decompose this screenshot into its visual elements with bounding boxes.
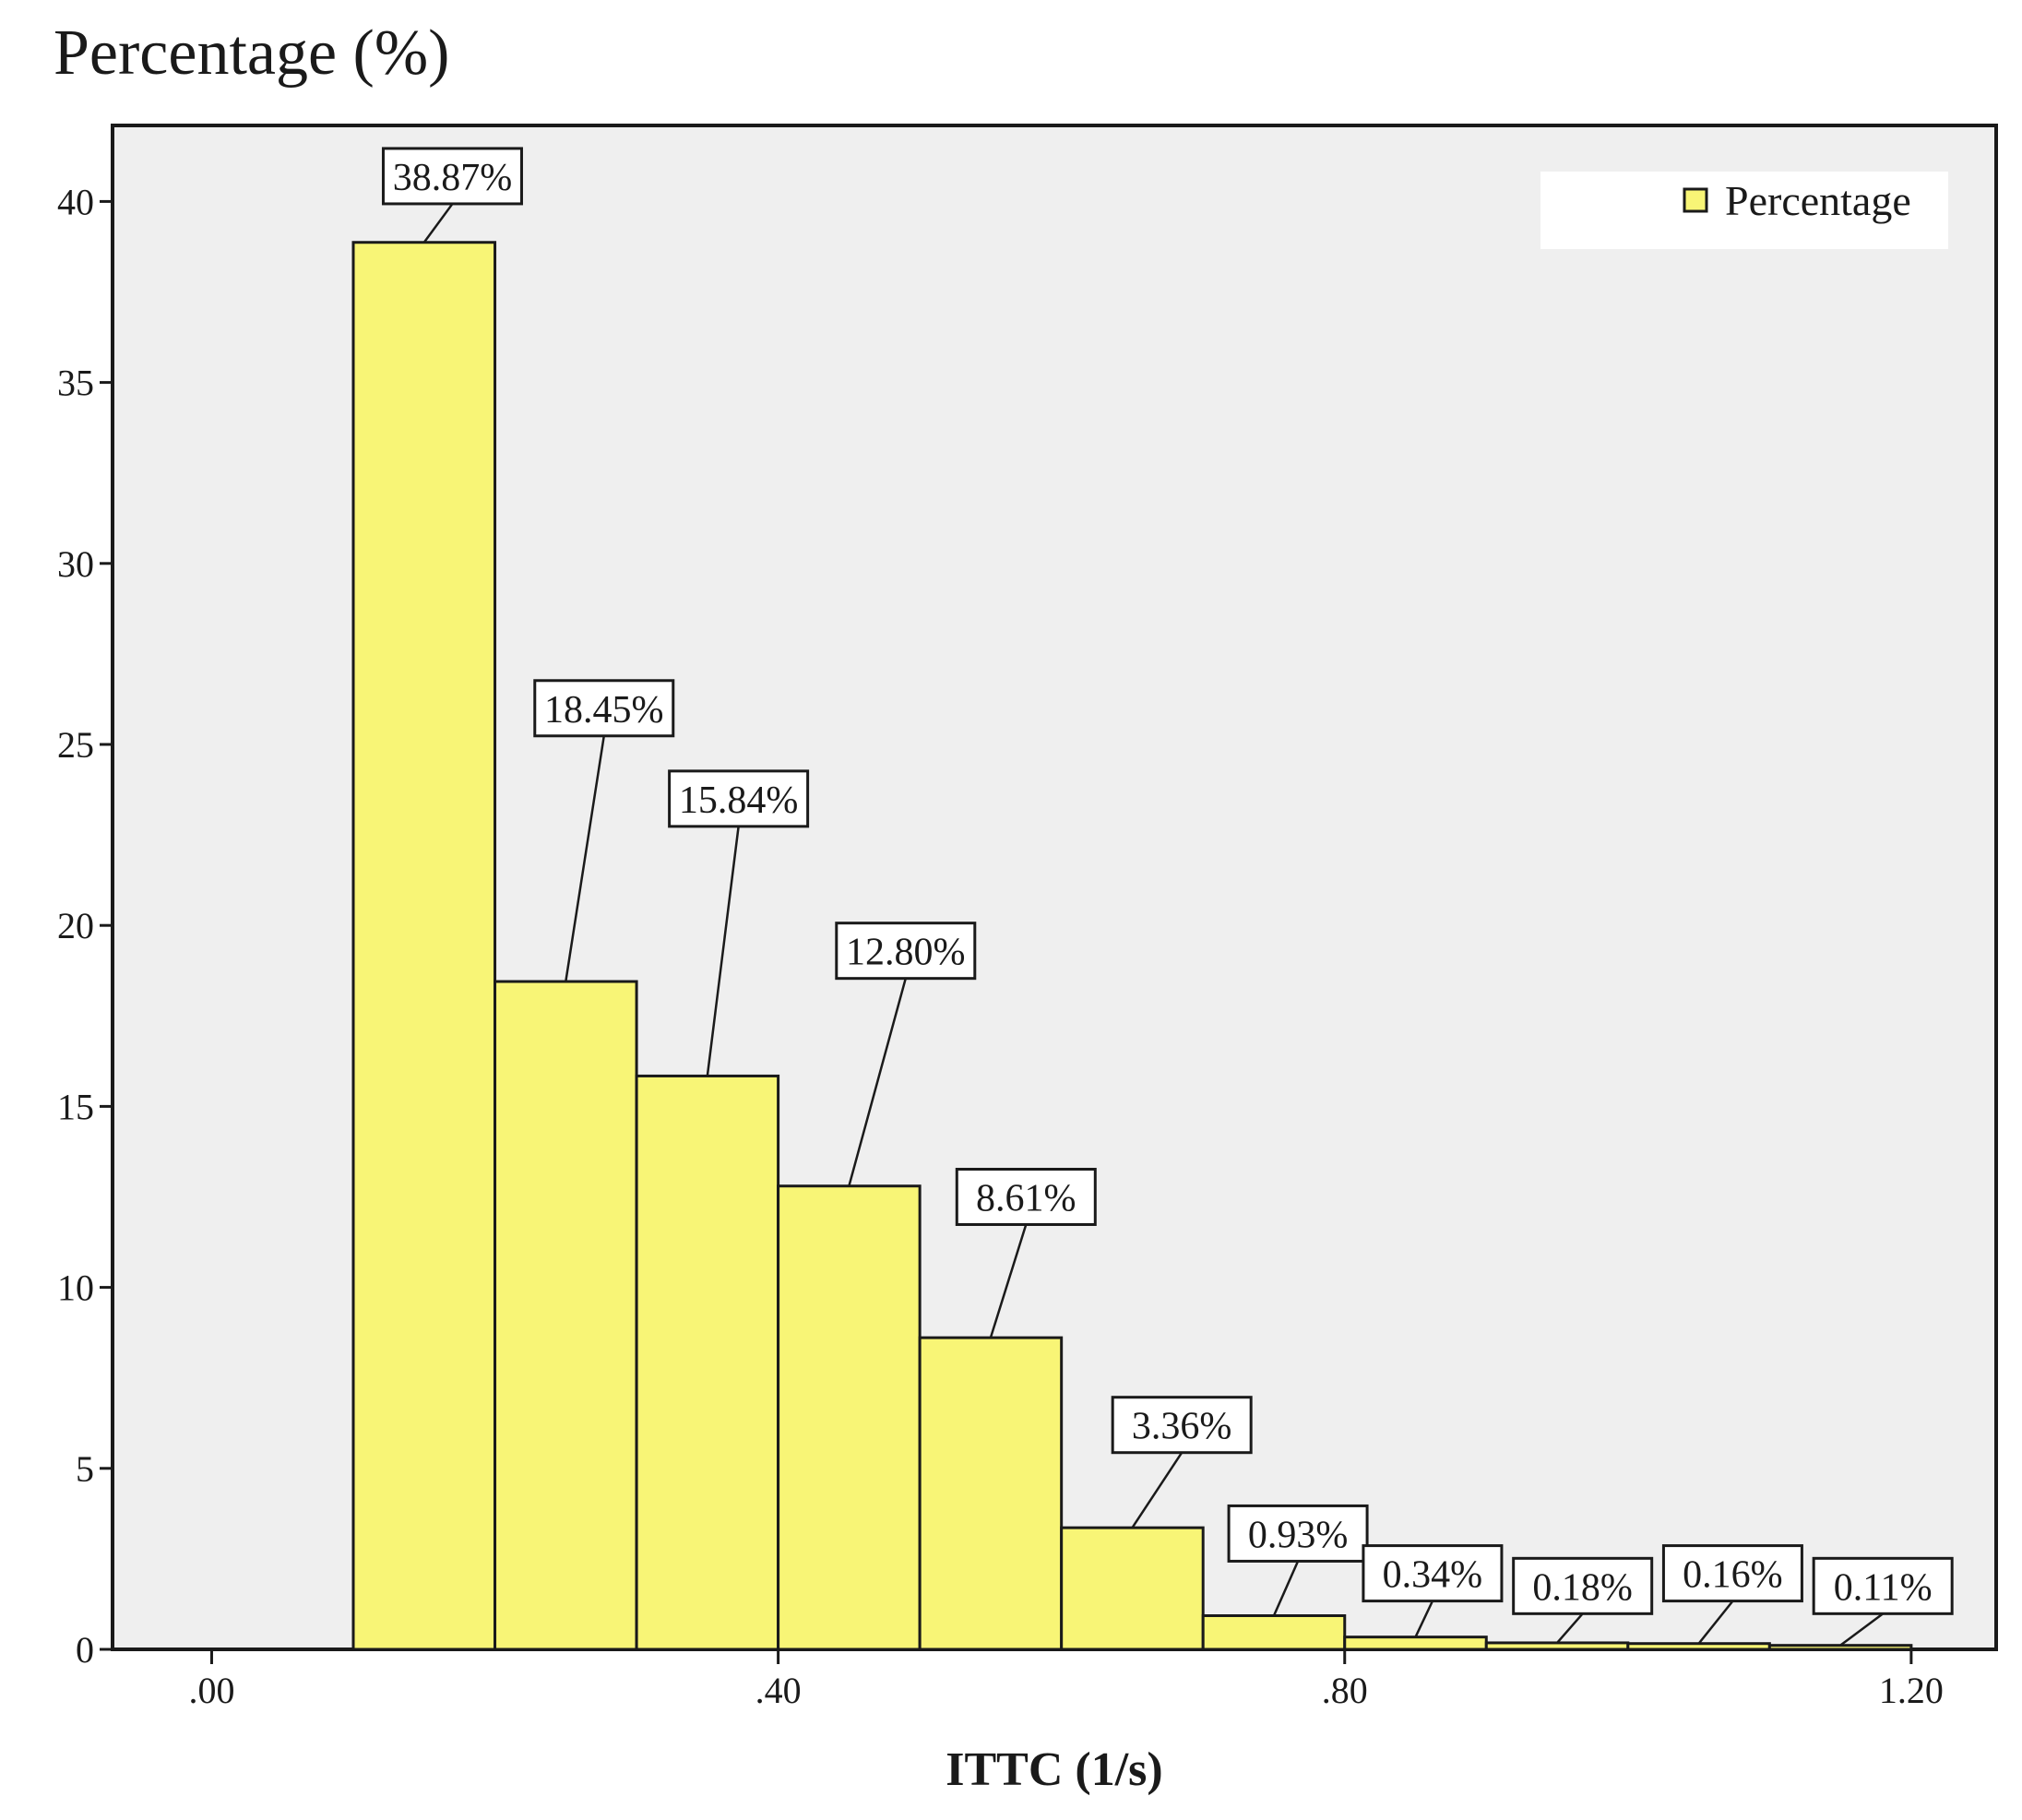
histogram-bar (635, 1074, 780, 1651)
data-label: 0.11% (1834, 1566, 1933, 1609)
data-label-leader (1131, 1452, 1183, 1529)
y-tick-label: 20 (57, 905, 94, 946)
data-label-box (668, 769, 810, 828)
y-tick-label: 35 (57, 363, 94, 404)
data-labels: 38.87% 18.45% 15.84% 12.80% 8.61% 3.36% 0.93% 0… (381, 147, 1954, 1647)
histogram-bar (1626, 1642, 1771, 1651)
legend-label: Percentage (1725, 177, 1911, 224)
histogram-bar (1343, 1636, 1488, 1651)
bars (351, 241, 1913, 1651)
data-label: 15.84% (679, 779, 799, 822)
data-label: 0.34% (1383, 1554, 1483, 1597)
chart-title: Percentage (%) (54, 18, 449, 89)
histogram-bar (1484, 1641, 1630, 1651)
data-label-leader (1697, 1600, 1734, 1645)
data-label-leader (422, 203, 454, 244)
histogram-bar (1060, 1526, 1205, 1651)
legend-box (1540, 172, 1948, 249)
histogram-bar (494, 980, 638, 1651)
histogram-bar (918, 1336, 1064, 1651)
data-label: 0.18% (1532, 1566, 1633, 1609)
y-tick-label: 30 (57, 543, 94, 585)
x-tick-label: .80 (1322, 1670, 1368, 1711)
data-label-box (533, 679, 675, 738)
data-label-box (1512, 1556, 1654, 1615)
data-label-box (1227, 1504, 1369, 1563)
histogram-bar (777, 1184, 922, 1651)
data-label-box (955, 1168, 1097, 1227)
data-label-box (1362, 1544, 1504, 1603)
legend: Percentage (1540, 172, 1948, 249)
y-tick-label: 5 (76, 1448, 94, 1490)
data-label-leader (1414, 1600, 1434, 1638)
data-label-box (1661, 1544, 1803, 1603)
data-label-leader (1556, 1612, 1584, 1644)
data-label-leader (706, 826, 740, 1077)
x-tick-label: .40 (755, 1670, 802, 1711)
data-label: 8.61% (976, 1178, 1076, 1220)
histogram-bar (1201, 1614, 1347, 1651)
data-label: 0.16% (1683, 1554, 1783, 1597)
data-label-leader (848, 978, 907, 1187)
data-label-box (381, 147, 523, 206)
data-label: 18.45% (544, 689, 664, 732)
data-label-leader (989, 1224, 1028, 1338)
y-tick-label: 0 (76, 1629, 94, 1671)
y-tick-label: 10 (57, 1267, 94, 1309)
y-axis: 0 5 10 15 20 25 30 35 40 (57, 181, 113, 1671)
data-label: 3.36% (1132, 1406, 1232, 1448)
data-label-box (1111, 1396, 1253, 1455)
y-tick-label: 40 (57, 181, 94, 222)
y-tick-label: 25 (57, 724, 94, 766)
data-label-box (1812, 1556, 1954, 1615)
x-tick-label: .00 (188, 1670, 234, 1711)
data-label: 38.87% (393, 157, 513, 199)
data-label: 0.93% (1248, 1514, 1349, 1556)
x-tick-label: 1.20 (1879, 1670, 1944, 1711)
y-tick-label: 15 (57, 1086, 94, 1127)
histogram-bar (1767, 1644, 1913, 1651)
x-axis: .00 .40 .80 1.20 (188, 1649, 1944, 1711)
histogram-bar (351, 241, 497, 1651)
data-label-leader (565, 735, 605, 982)
data-label-box (835, 922, 977, 981)
legend-swatch (1683, 187, 1708, 213)
data-label-leader (1272, 1560, 1300, 1617)
data-label-leader (1839, 1612, 1884, 1647)
x-axis-label: ITTC (1/s) (946, 1743, 1162, 1796)
data-label: 12.80% (846, 932, 966, 974)
